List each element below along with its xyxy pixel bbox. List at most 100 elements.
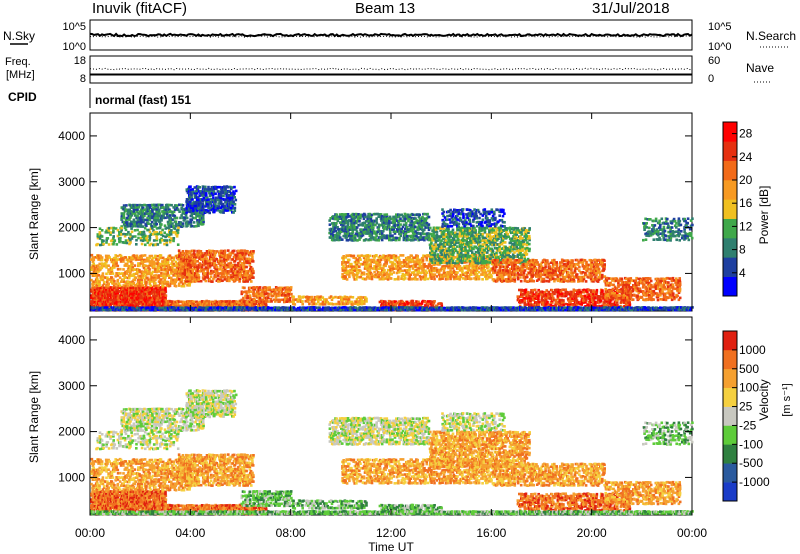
range-gate-cell: [111, 272, 115, 275]
range-gate-cell: [227, 258, 230, 261]
range-gate-cell: [193, 260, 197, 263]
range-gate-cell: [186, 284, 189, 287]
range-gate-cell: [216, 277, 220, 281]
range-gate-cell: [292, 295, 295, 299]
range-gate-cell: [224, 188, 227, 191]
range-gate-cell: [159, 254, 163, 257]
range-gate-cell: [140, 258, 144, 262]
range-gate-cell: [153, 276, 156, 279]
range-gate-cell: [228, 197, 232, 201]
range-gate-cell: [375, 219, 378, 223]
range-gate-cell: [113, 300, 116, 303]
range-gate-cell: [126, 233, 129, 236]
range-gate-cell: [97, 304, 100, 308]
range-gate-cell: [160, 262, 163, 266]
range-gate-cell: [164, 286, 167, 290]
range-gate-cell: [91, 272, 95, 276]
range-gate-cell: [186, 224, 189, 228]
range-gate-cell: [130, 303, 133, 307]
range-gate-cell: [377, 239, 381, 242]
freq-left-label-2: [MHz]: [6, 69, 35, 81]
range-gate-cell: [115, 262, 118, 265]
range-gate-cell: [213, 210, 216, 214]
range-gate-cell: [122, 268, 125, 271]
range-gate-cell: [206, 269, 209, 273]
range-gate-cell: [221, 263, 224, 267]
range-gate-cell: [156, 260, 159, 263]
range-gate-cell: [90, 253, 94, 257]
range-gate-cell: [200, 269, 204, 273]
range-gate-cell: [204, 260, 207, 263]
range-gate-cell: [117, 298, 120, 302]
range-gate-cell: [151, 214, 154, 217]
range-gate-cell: [205, 253, 208, 257]
range-gate-cell: [221, 202, 225, 206]
range-gate-cell: [173, 270, 177, 274]
range-gate-cell: [243, 269, 246, 273]
range-gate-cell: [111, 300, 115, 304]
range-gate-cell: [196, 219, 199, 222]
range-gate-cell: [157, 286, 160, 290]
range-gate-cell: [119, 260, 123, 263]
range-gate-cell: [254, 302, 258, 306]
range-gate-cell: [427, 232, 431, 235]
range-gate-cell: [177, 284, 181, 287]
range-gate-cell: [140, 280, 144, 283]
range-gate-cell: [129, 272, 132, 275]
range-gate-cell: [90, 268, 93, 272]
range-gate-cell: [181, 212, 184, 215]
range-gate-cell: [114, 292, 117, 296]
range-gate-cell: [207, 253, 211, 257]
range-gate-cell: [191, 216, 195, 220]
range-gate-cell: [188, 282, 191, 286]
range-gate-cell: [171, 212, 174, 216]
range-gate-cell: [127, 302, 131, 306]
range-gate-cell: [202, 196, 206, 200]
range-gate-cell: [405, 226, 409, 229]
range-gate-cell: [136, 228, 139, 232]
range-gate-cell: [256, 304, 260, 307]
range-gate-cell: [136, 264, 140, 268]
range-gate-cell: [156, 304, 159, 307]
range-gate-cell: [197, 273, 200, 277]
range-gate-cell: [239, 251, 242, 254]
range-gate-cell: [193, 249, 196, 253]
range-gate-cell: [227, 206, 231, 210]
range-gate-cell: [122, 204, 126, 207]
range-gate-cell: [100, 266, 104, 270]
range-gate-cell: [244, 261, 247, 265]
range-gate-cell: [138, 282, 141, 285]
range-gate-cell: [372, 230, 376, 233]
range-gate-cell: [231, 304, 234, 307]
range-gate-cell: [247, 257, 251, 260]
range-gate-cell: [133, 264, 137, 267]
range-gate-cell: [132, 282, 136, 285]
range-gate-cell: [141, 286, 145, 289]
range-gate-cell: [231, 258, 235, 261]
range-gate-cell: [105, 266, 108, 269]
range-gate-cell: [149, 276, 153, 280]
range-gate-cell: [234, 198, 238, 202]
range-gate-cell: [150, 280, 153, 283]
range-gate-cell: [325, 298, 328, 301]
range-gate-cell: [100, 262, 104, 265]
range-gate-cell: [173, 282, 177, 286]
range-gate-cell: [149, 296, 153, 300]
range-gate-cell: [195, 212, 198, 216]
range-gate-cell: [154, 274, 157, 277]
range-gate-cell: [238, 253, 242, 257]
range-gate-cell: [200, 211, 203, 214]
range-gate-cell: [121, 206, 125, 209]
range-gate-cell: [379, 256, 383, 259]
range-gate-cell: [128, 268, 132, 272]
range-gate-cell: [151, 226, 154, 230]
range-gate-cell: [166, 302, 170, 306]
range-gate-cell: [130, 227, 133, 230]
range-gate-cell: [129, 238, 132, 242]
range-gate-cell: [158, 208, 161, 212]
range-gate-cell: [248, 269, 252, 273]
range-gate-cell: [251, 267, 254, 271]
range-gate-cell: [122, 278, 125, 282]
range-gate-cell: [167, 274, 171, 277]
range-gate-cell: [145, 300, 148, 303]
